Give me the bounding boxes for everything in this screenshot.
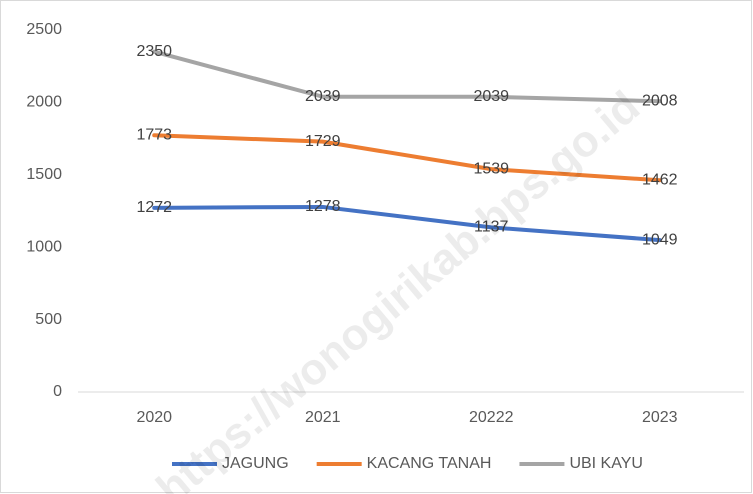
x-tick-label: 2020: [136, 409, 172, 426]
data-label: 2039: [473, 88, 509, 105]
y-tick-label: 2500: [26, 21, 62, 38]
legend-label: JAGUNG: [222, 455, 289, 472]
x-tick-label: 2023: [642, 409, 678, 426]
y-tick-label: 0: [53, 383, 62, 400]
y-tick-label: 1000: [26, 238, 62, 255]
data-label: 1049: [642, 231, 678, 248]
legend-label: KACANG TANAH: [367, 455, 492, 472]
data-label: 1462: [642, 172, 678, 189]
data-label: 1272: [136, 199, 172, 216]
y-tick-label: 1500: [26, 166, 62, 183]
data-label: 1539: [473, 160, 509, 177]
data-label: 1729: [305, 133, 341, 150]
legend-label: UBI KAYU: [569, 455, 643, 472]
data-label: 1278: [305, 198, 341, 215]
data-label: 2008: [642, 92, 678, 109]
x-tick-label: 2021: [305, 409, 341, 426]
y-tick-label: 2000: [26, 94, 62, 111]
data-label: 1773: [136, 126, 172, 143]
data-label: 2039: [305, 88, 341, 105]
x-tick-label: 20222: [469, 409, 514, 426]
data-line: [152, 49, 662, 104]
data-label: 2350: [136, 43, 172, 60]
data-label: 1137: [474, 219, 509, 236]
data-line: [152, 133, 662, 183]
data-line: [152, 204, 662, 243]
y-tick-label: 500: [35, 311, 62, 328]
